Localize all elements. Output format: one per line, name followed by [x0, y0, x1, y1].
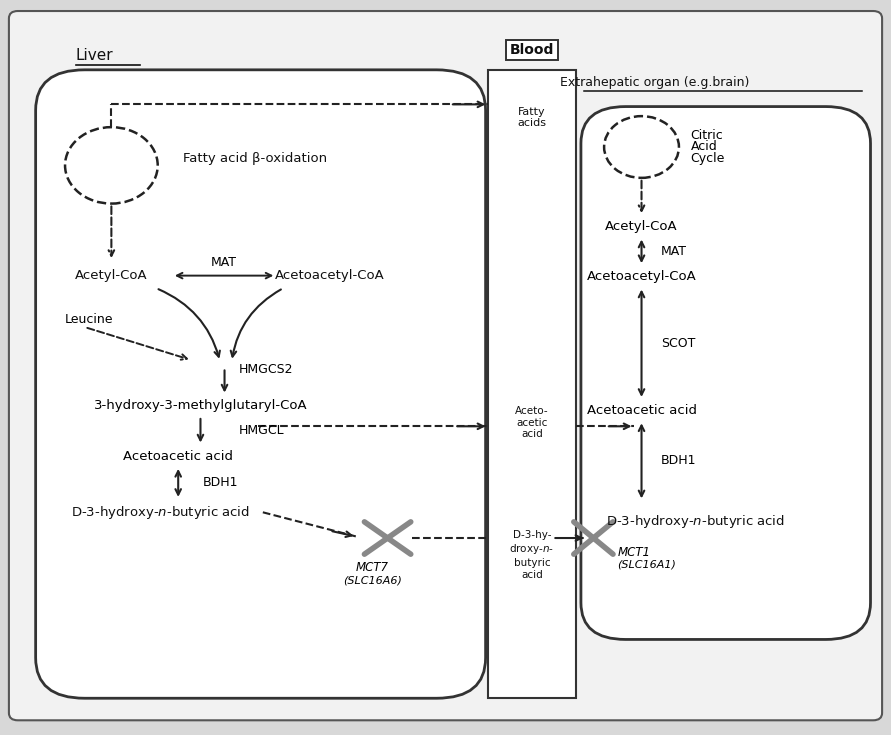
Text: 3-hydroxy-3-methylglutaryl-CoA: 3-hydroxy-3-methylglutaryl-CoA — [94, 399, 307, 412]
Text: Acetoacetic acid: Acetoacetic acid — [123, 450, 233, 463]
Text: Acetoacetyl-CoA: Acetoacetyl-CoA — [586, 270, 697, 283]
Text: MAT: MAT — [210, 256, 237, 269]
Text: Cycle: Cycle — [691, 151, 725, 165]
Text: Acetoacetic acid: Acetoacetic acid — [586, 404, 697, 417]
Text: MAT: MAT — [661, 245, 687, 258]
Text: Fatty
acids: Fatty acids — [518, 107, 546, 128]
Text: D-3-hydroxy-$\it{n}$-butyric acid: D-3-hydroxy-$\it{n}$-butyric acid — [606, 513, 785, 531]
Text: (SLC16A6): (SLC16A6) — [343, 576, 402, 586]
Text: Acetyl-CoA: Acetyl-CoA — [605, 220, 678, 233]
Text: Extrahepatic organ (e.g.brain): Extrahepatic organ (e.g.brain) — [560, 76, 749, 89]
Text: Aceto-
acetic
acid: Aceto- acetic acid — [515, 406, 549, 440]
Text: HMGCS2: HMGCS2 — [239, 363, 293, 376]
Text: D-3-hy-
droxy-$\it{n}$-
butyric
acid: D-3-hy- droxy-$\it{n}$- butyric acid — [510, 531, 554, 579]
Text: Acetoacetyl-CoA: Acetoacetyl-CoA — [274, 269, 385, 282]
Text: Blood: Blood — [510, 43, 554, 57]
Text: Acetyl-CoA: Acetyl-CoA — [75, 269, 148, 282]
Text: (SLC16A1): (SLC16A1) — [617, 559, 676, 570]
Text: BDH1: BDH1 — [203, 476, 239, 490]
Text: Leucine: Leucine — [65, 313, 113, 326]
Text: Citric: Citric — [691, 129, 723, 143]
Bar — [488, 70, 576, 698]
Text: HMGCL: HMGCL — [239, 424, 284, 437]
Text: SCOT: SCOT — [661, 337, 696, 350]
Text: D-3-hydroxy-$\it{n}$-butyric acid: D-3-hydroxy-$\it{n}$-butyric acid — [71, 503, 250, 521]
Text: Fatty acid β-oxidation: Fatty acid β-oxidation — [183, 151, 327, 165]
Text: Liver: Liver — [76, 48, 113, 62]
Text: Acid: Acid — [691, 140, 717, 154]
Text: BDH1: BDH1 — [661, 454, 697, 467]
FancyBboxPatch shape — [581, 107, 871, 639]
FancyBboxPatch shape — [36, 70, 486, 698]
FancyBboxPatch shape — [9, 11, 882, 720]
Text: MCT7: MCT7 — [356, 561, 389, 574]
Text: MCT1: MCT1 — [617, 546, 650, 559]
